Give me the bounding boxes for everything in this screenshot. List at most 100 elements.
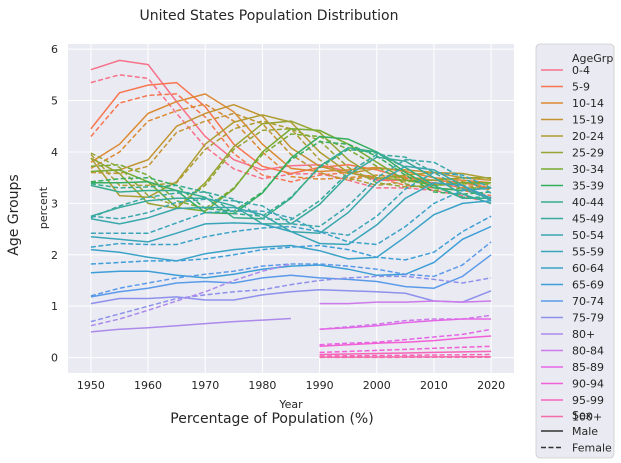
y-axis-label: percent <box>37 186 50 229</box>
legend-item-65-69: 65-69 <box>541 279 604 292</box>
line-50-54-female <box>90 158 492 228</box>
line-55-59-female <box>90 171 492 236</box>
legend-label: 80+ <box>572 328 595 341</box>
outer-y-label: Age Groups <box>6 174 22 255</box>
legend-item-30-34: 30-34 <box>541 163 604 176</box>
y-tick-label: 3 <box>51 197 58 210</box>
x-axis-label: Year <box>278 398 303 411</box>
legend-item-80-84: 80-84 <box>541 345 604 358</box>
y-tick-label: 5 <box>51 95 58 108</box>
legend-style-female: Female <box>541 442 612 455</box>
plot-area <box>68 44 514 373</box>
legend-box <box>535 43 615 459</box>
line-55-59-male <box>90 182 492 246</box>
x-tick-label: 2000 <box>363 379 391 392</box>
y-tick-label: 1 <box>51 300 58 313</box>
legend-label: 85-89 <box>572 361 604 374</box>
outer-x-label: Percentage of Population (%) <box>170 411 373 427</box>
grid-lines <box>68 44 514 373</box>
line-60-64-female <box>90 187 492 248</box>
line-10-14-female <box>90 103 492 191</box>
line-70-74-male <box>90 254 492 298</box>
line-85-89-male <box>319 318 492 331</box>
legend-item-55-59: 55-59 <box>541 246 604 259</box>
line-45-49-female <box>90 153 492 221</box>
legend-item-50-54: 50-54 <box>541 229 604 242</box>
legend-item-0-4: 0-4 <box>541 64 590 77</box>
line-35-39-male <box>90 135 492 215</box>
x-tick-label: 1960 <box>134 379 162 392</box>
legend-label: 75-79 <box>572 312 604 325</box>
legend-label: 40-44 <box>572 196 604 209</box>
legend-label: 20-24 <box>572 130 604 143</box>
line-10-14-male <box>90 93 492 184</box>
y-tick-labels: 0 1 2 3 4 5 6 <box>51 43 58 364</box>
line-60-64-male <box>90 200 492 262</box>
legend-item-70-74: 70-74 <box>541 295 604 308</box>
chart-title: United States Population Distribution <box>140 8 399 24</box>
line-20-24-male <box>90 114 492 198</box>
legend-style-label: Female <box>572 442 612 455</box>
y-tick-label: 4 <box>51 146 58 159</box>
legend-item-60-64: 60-64 <box>541 262 604 275</box>
line-80plus-female <box>90 263 292 327</box>
legend-item-10-14: 10-14 <box>541 97 604 110</box>
legend-label: 80-84 <box>572 345 604 358</box>
legend-label: 60-64 <box>572 262 604 275</box>
line-5-9-female <box>90 93 492 197</box>
legend-item-80plus: 80+ <box>541 328 595 341</box>
line-75-79-male <box>90 288 492 305</box>
line-45-49-male <box>90 156 492 225</box>
legend: AgeGrp 0-4 5-9 10-14 15-19 20-24 25-29 30-34 35… <box>535 43 615 459</box>
y-tick-label: 0 <box>51 352 58 365</box>
legend-label: 30-34 <box>572 163 604 176</box>
legend-item-85-89: 85-89 <box>541 361 604 374</box>
legend-label: 5-9 <box>572 81 590 94</box>
legend-label: 95-99 <box>572 394 604 407</box>
legend-label: 35-39 <box>572 180 604 193</box>
legend-label: 0-4 <box>572 64 590 77</box>
legend-style-male: Male <box>541 425 598 438</box>
legend-label: 25-29 <box>572 147 604 160</box>
legend-item-20-24: 20-24 <box>541 130 604 143</box>
x-tick-label: 1950 <box>77 379 105 392</box>
legend-label: 100+ <box>572 411 602 424</box>
legend-label: 65-69 <box>572 279 604 292</box>
legend-item-75-79: 75-79 <box>541 312 604 325</box>
legend-label: 70-74 <box>572 295 604 308</box>
legend-hue-title: AgeGrp <box>572 52 613 65</box>
x-tick-label: 1970 <box>191 379 219 392</box>
line-95-99-male <box>319 350 492 356</box>
legend-item-15-19: 15-19 <box>541 114 604 127</box>
legend-item-90-94: 90-94 <box>541 378 604 391</box>
line-85-89-female <box>319 328 492 346</box>
line-75-79-female <box>90 275 492 323</box>
legend-item-95-99: 95-99 <box>541 394 604 407</box>
legend-label: 10-14 <box>572 97 604 110</box>
y-tick-label: 2 <box>51 249 58 262</box>
y-tick-label: 6 <box>51 43 58 56</box>
legend-item-40-44: 40-44 <box>541 196 604 209</box>
line-90-94-female <box>319 345 492 354</box>
line-65-69-male <box>90 225 492 279</box>
line-80-84-male <box>319 300 492 305</box>
legend-label: 50-54 <box>572 229 604 242</box>
x-tick-label: 2020 <box>477 379 505 392</box>
line-30-34-female <box>90 133 492 210</box>
legend-label: 55-59 <box>572 246 604 259</box>
x-tick-label: 1980 <box>248 379 276 392</box>
legend-item-25-29: 25-29 <box>541 147 604 160</box>
legend-style-title: Sex <box>572 409 593 422</box>
x-tick-label: 1990 <box>306 379 334 392</box>
legend-label: 90-94 <box>572 378 604 391</box>
line-80plus-male <box>90 317 292 333</box>
line-90-94-male <box>319 335 492 348</box>
x-tick-labels: 1950 1960 1970 1980 1990 2000 2010 2020 <box>77 379 505 392</box>
legend-label: 15-19 <box>572 114 604 127</box>
legend-item-5-9: 5-9 <box>541 81 590 94</box>
legend-items: 0-4 5-9 10-14 15-19 20-24 25-29 30-34 35-39 40-4… <box>541 64 604 424</box>
legend-item-35-39: 35-39 <box>541 180 604 193</box>
line-40-44-male <box>90 147 492 220</box>
line-35-39-female <box>90 140 492 212</box>
